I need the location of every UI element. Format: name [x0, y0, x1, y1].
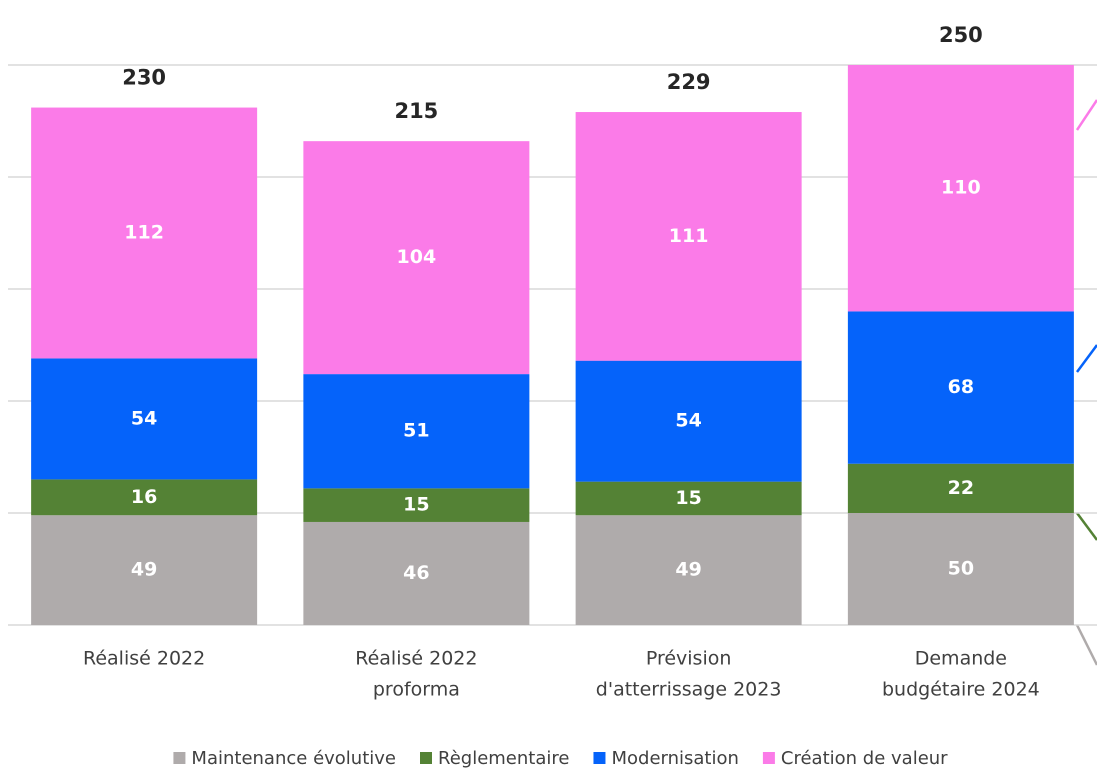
bar-segment [575, 112, 802, 361]
leader-line [1075, 99, 1097, 131]
bar-segment [847, 311, 1074, 464]
data-label: 51 [403, 420, 429, 442]
data-label: 49 [675, 559, 701, 581]
data-label: 54 [131, 407, 157, 429]
bar-segment [847, 513, 1074, 625]
bar-segment [303, 374, 530, 489]
total-label: 229 [667, 70, 711, 94]
leader-lines [1075, 99, 1097, 666]
data-label: 22 [948, 477, 974, 499]
data-label: 104 [397, 246, 437, 268]
legend-label: Maintenance évolutive [191, 748, 396, 769]
bar-segment [575, 515, 802, 625]
data-label: 68 [948, 376, 974, 398]
x-tick-label: budgétaire 2024 [882, 679, 1040, 701]
data-label: 49 [131, 559, 157, 581]
legend-label: Règlementaire [438, 748, 569, 769]
total-label: 250 [939, 23, 983, 47]
x-tick-label: Réalisé 2022 [355, 648, 477, 670]
bar-segment [847, 463, 1074, 513]
legend: Maintenance évolutive Règlementaire Modern… [173, 748, 948, 769]
x-tick-label: Réalisé 2022 [83, 648, 205, 670]
leader-line [1075, 624, 1097, 666]
bar-segment [575, 481, 802, 516]
bar-segment [303, 488, 530, 522]
bar-segment [575, 360, 802, 482]
x-tick-label: d'atterrissage 2023 [596, 679, 782, 701]
data-label: 46 [403, 562, 429, 584]
data-label: 50 [948, 558, 974, 580]
legend-swatch [420, 752, 432, 764]
bar-segment [31, 515, 258, 625]
data-label: 16 [131, 486, 157, 508]
total-label: 215 [394, 99, 438, 123]
data-label: 110 [941, 177, 981, 199]
leader-line [1075, 344, 1097, 373]
bar-segment [31, 358, 258, 480]
data-label: 112 [124, 222, 164, 244]
legend-label: Modernisation [611, 748, 738, 769]
data-label: 15 [403, 494, 429, 516]
total-label: 230 [122, 66, 166, 90]
bar-segment [303, 521, 530, 625]
data-label: 15 [675, 487, 701, 509]
legend-swatch [173, 752, 186, 764]
x-tick-label: Prévision [646, 648, 732, 670]
bar-segment [31, 107, 258, 359]
data-label: 54 [675, 410, 701, 432]
bar-segment [303, 141, 530, 375]
legend-label: Création de valeur [781, 748, 948, 769]
data-label: 111 [669, 225, 709, 247]
x-tick-label: Demande [915, 648, 1007, 670]
leader-line [1075, 512, 1097, 541]
x-tick-label: proforma [373, 679, 460, 701]
legend-swatch [593, 752, 606, 764]
bar-segment [847, 65, 1074, 312]
legend-swatch [762, 752, 775, 764]
bar-segment [31, 479, 258, 516]
